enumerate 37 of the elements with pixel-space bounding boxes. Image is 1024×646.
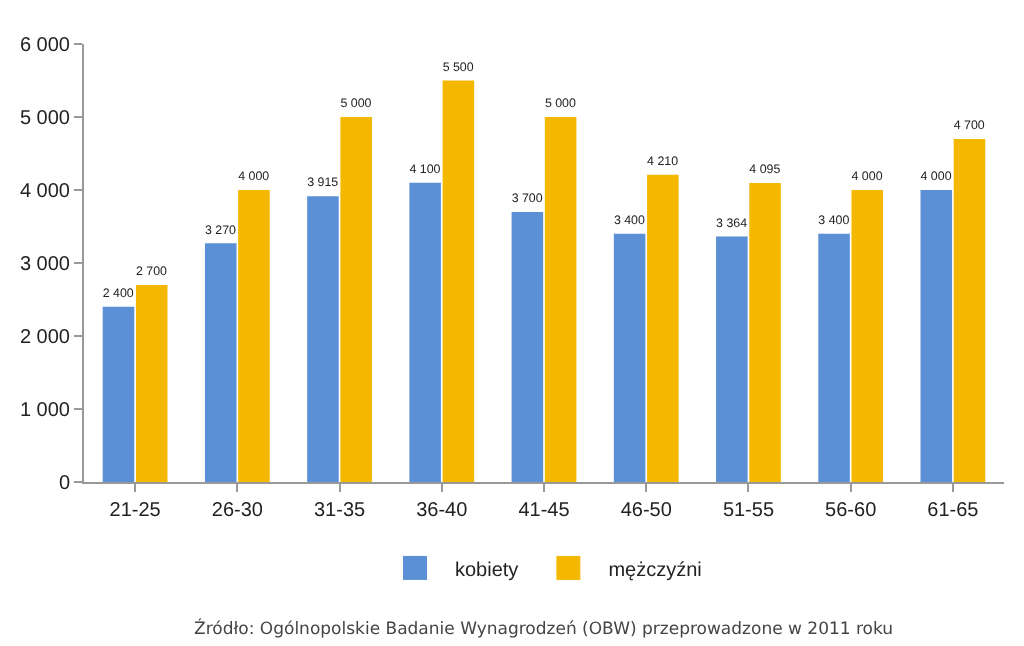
y-tick-label: 6 000 <box>19 35 71 57</box>
bar <box>818 233 850 482</box>
x-tick-label: 41-45 <box>518 500 571 522</box>
bar <box>749 183 781 482</box>
y-tick-label: 3 000 <box>19 254 71 276</box>
bar <box>851 190 884 482</box>
x-tick-label: 36-40 <box>416 500 469 522</box>
legend-label: kobiety <box>455 559 519 582</box>
bar <box>442 80 475 482</box>
text: Źródło: Ogólnopolskie Badanie Wynagrodzeń (OBW) przeprowadzone w 2011 roku <box>194 618 894 640</box>
x-tick-label: 46-50 <box>620 500 673 522</box>
bar <box>613 233 646 482</box>
y-tick-label: 4 000 <box>19 181 71 203</box>
bar <box>544 117 577 482</box>
bar <box>647 174 679 482</box>
x-tick-label: 31-35 <box>313 500 367 522</box>
bar <box>511 211 544 482</box>
bar <box>409 182 441 482</box>
bar <box>135 284 168 482</box>
bar <box>716 236 748 482</box>
y-tick-label: 0 <box>58 473 71 495</box>
bar <box>340 117 372 482</box>
x-tick-label: 61-65 <box>927 500 980 522</box>
bar <box>953 138 986 482</box>
legend-label: mężczyźni <box>608 559 702 582</box>
y-tick-label: 5 000 <box>19 108 71 130</box>
y-tick-label: 1 000 <box>19 400 71 422</box>
bar <box>102 306 135 482</box>
x-tick-label: 26-30 <box>211 500 264 522</box>
bar <box>307 196 339 482</box>
bar <box>920 190 953 482</box>
bar <box>204 243 237 482</box>
y-tick-label: 2 000 <box>19 327 71 349</box>
bar <box>238 190 270 482</box>
x-tick-label: 56-60 <box>825 500 878 522</box>
x-tick-label: 51-55 <box>722 500 775 522</box>
x-tick-label: 21-25 <box>109 500 162 522</box>
